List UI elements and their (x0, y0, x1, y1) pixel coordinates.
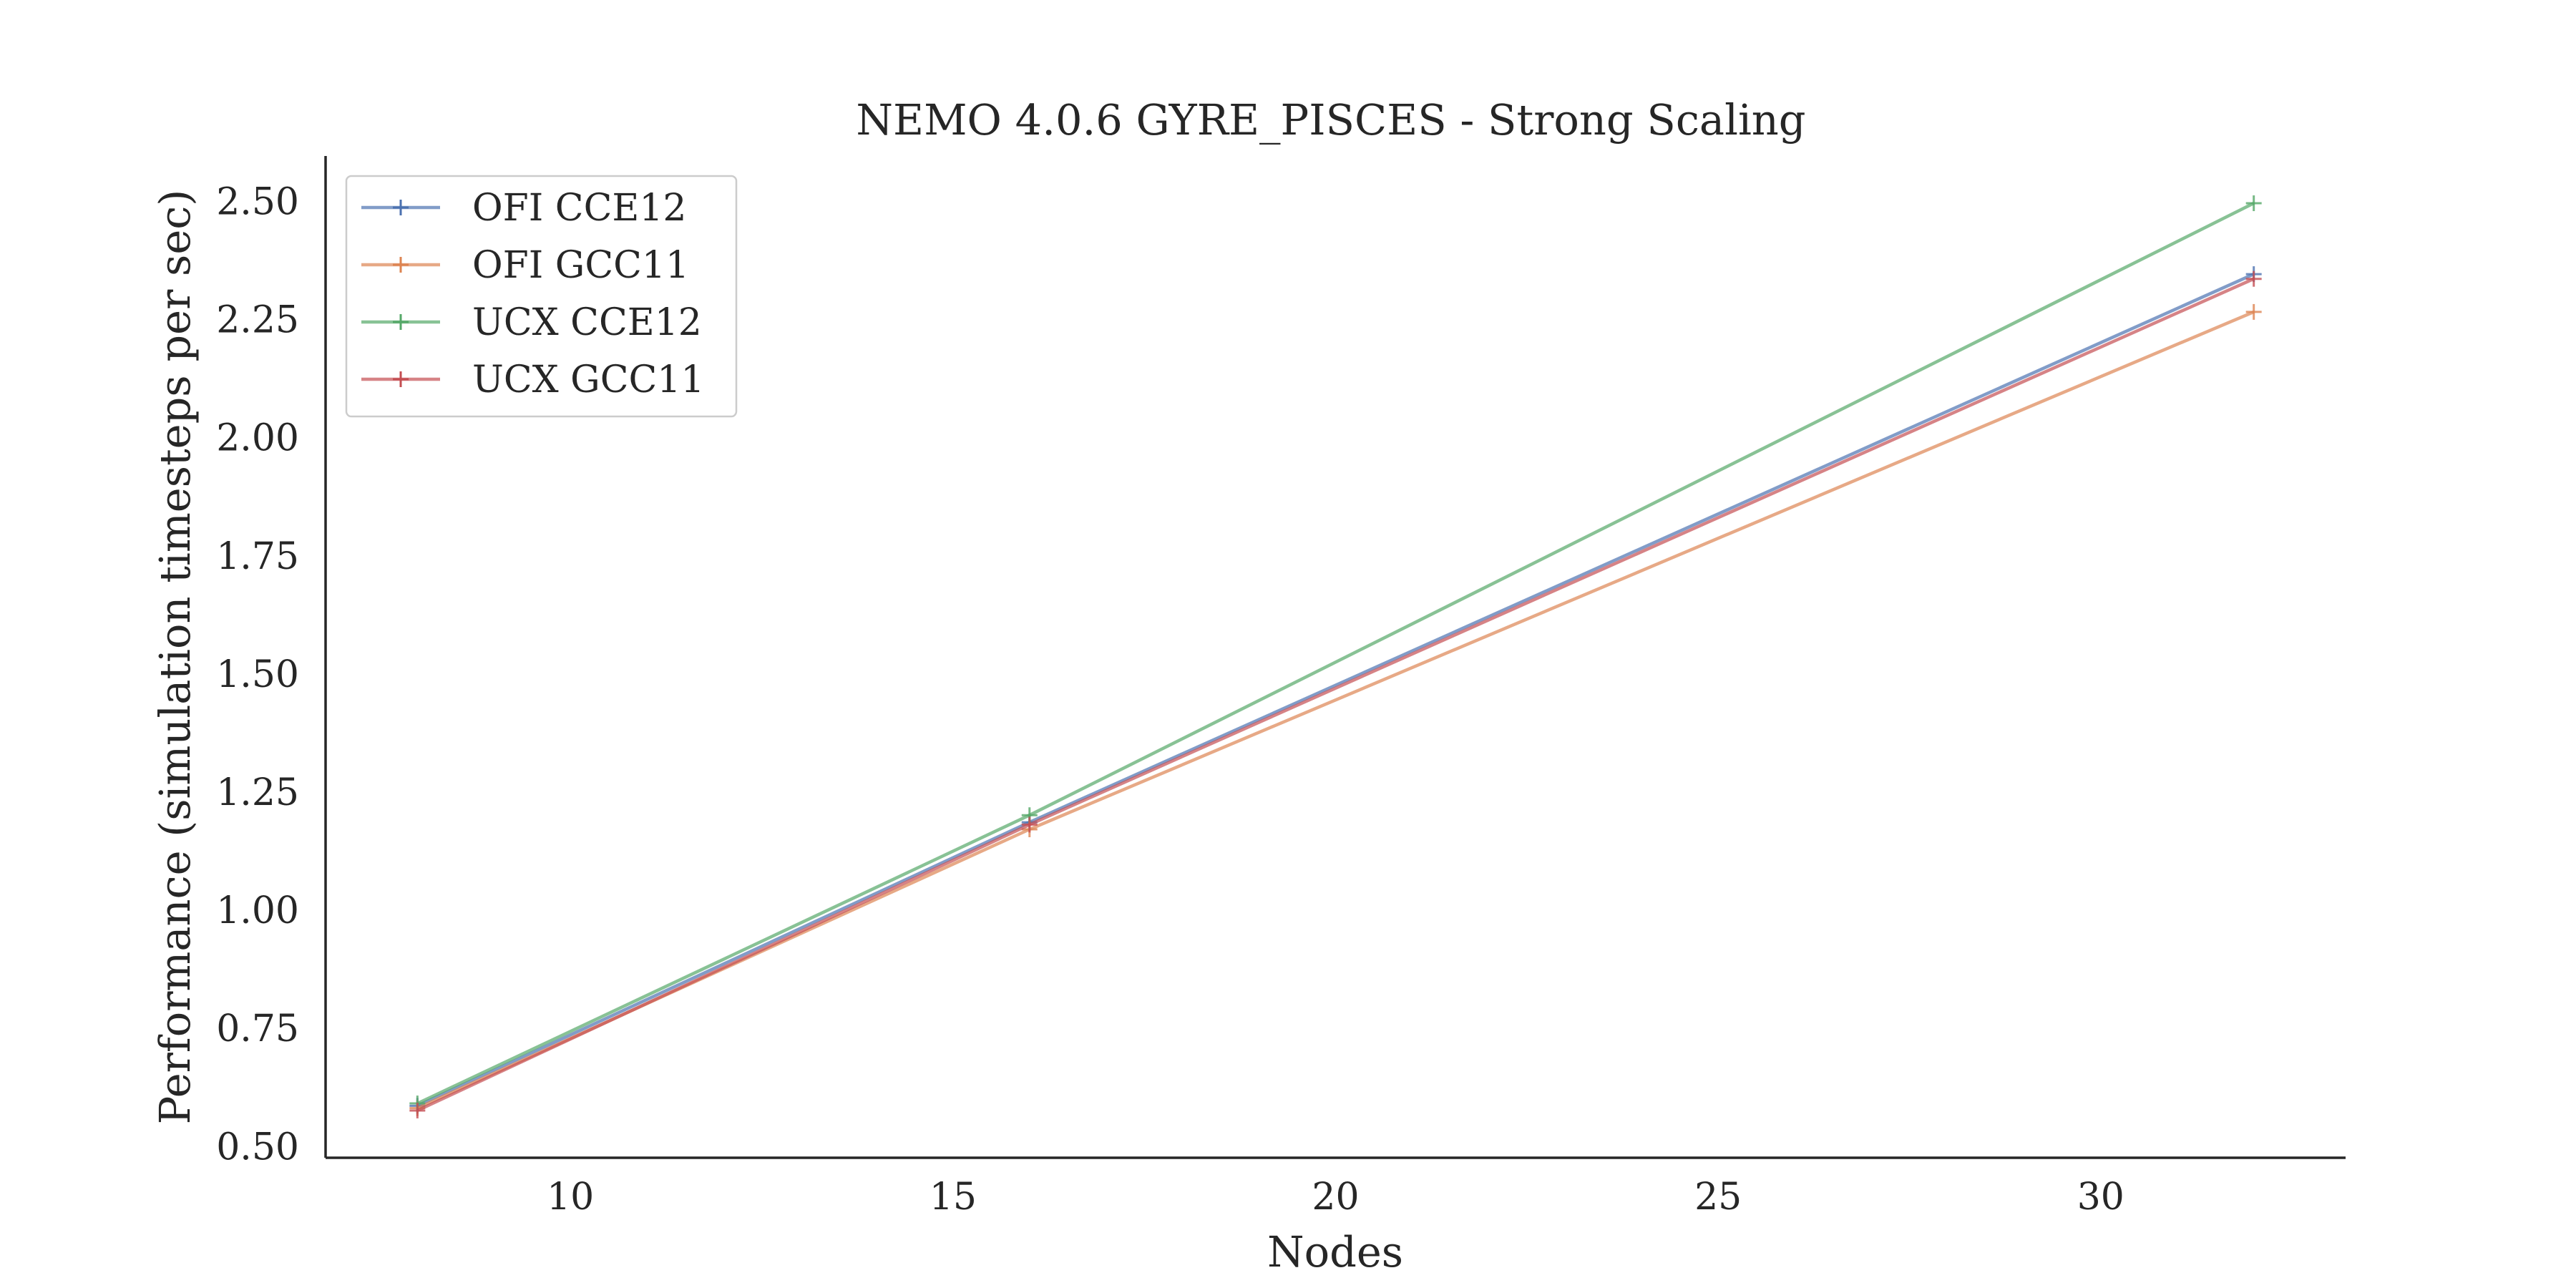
legend-entry: UCX GCC11 (361, 358, 704, 401)
legend-label: OFI CCE12 (472, 187, 686, 230)
series-ucx-gcc11 (409, 270, 2262, 1118)
legend-entry: OFI CCE12 (361, 187, 686, 230)
series-line (416, 310, 2255, 1110)
y-tick-label: 1.00 (216, 889, 299, 932)
y-tick-label: 2.50 (216, 181, 299, 224)
legend-label: UCX CCE12 (472, 301, 702, 344)
legend-entry: UCX CCE12 (361, 301, 702, 344)
data-point-marker (2245, 270, 2262, 287)
x-tick-label: 10 (547, 1176, 594, 1219)
x-tick-labels: 10 15 20 25 30 (547, 1176, 2124, 1219)
data-point-marker (409, 1102, 426, 1118)
chart-title: NEMO 4.0.6 GYRE_PISCES - Strong Scaling (856, 95, 1805, 145)
y-tick-label: 1.25 (216, 771, 299, 814)
y-tick-label: 2.00 (216, 417, 299, 460)
y-tick-label: 1.50 (216, 653, 299, 696)
data-point-marker (2245, 303, 2262, 320)
x-tick-label: 15 (930, 1176, 977, 1219)
y-tick-label: 0.75 (216, 1008, 299, 1050)
legend-label: UCX GCC11 (472, 358, 704, 401)
data-point-marker (2245, 195, 2262, 212)
legend-entry: OFI GCC11 (361, 244, 689, 287)
x-axis-label: Nodes (1267, 1227, 1403, 1277)
series-ofi-gcc11 (409, 303, 2262, 1116)
legend-frame (345, 175, 738, 418)
y-axis-label: Performance (simulation timesteps per se… (150, 190, 200, 1125)
legend: OFI CCE12 OFI GCC11 UCX CCE12 UCX GCC11 (345, 175, 738, 418)
x-tick-label: 30 (2077, 1176, 2124, 1219)
y-tick-label: 1.75 (216, 535, 299, 578)
y-tick-label: 2.25 (216, 299, 299, 342)
x-tick-label: 25 (1694, 1176, 1742, 1219)
y-tick-labels: 0.50 0.75 1.00 1.25 1.50 1.75 2.00 2.25 2.50 (216, 181, 299, 1169)
data-point-marker (1021, 816, 1038, 833)
legend-label: OFI GCC11 (472, 244, 689, 287)
y-tick-label: 0.50 (216, 1126, 299, 1169)
x-tick-label: 20 (1312, 1176, 1359, 1219)
plot-series (409, 195, 2262, 1118)
